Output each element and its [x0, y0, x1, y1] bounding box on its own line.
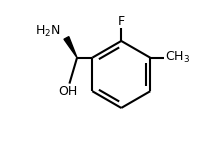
Text: F: F [118, 15, 125, 28]
Text: CH$_3$: CH$_3$ [165, 50, 190, 65]
Text: OH: OH [58, 85, 77, 98]
Polygon shape [64, 37, 77, 58]
Text: H$_2$N: H$_2$N [35, 24, 60, 39]
